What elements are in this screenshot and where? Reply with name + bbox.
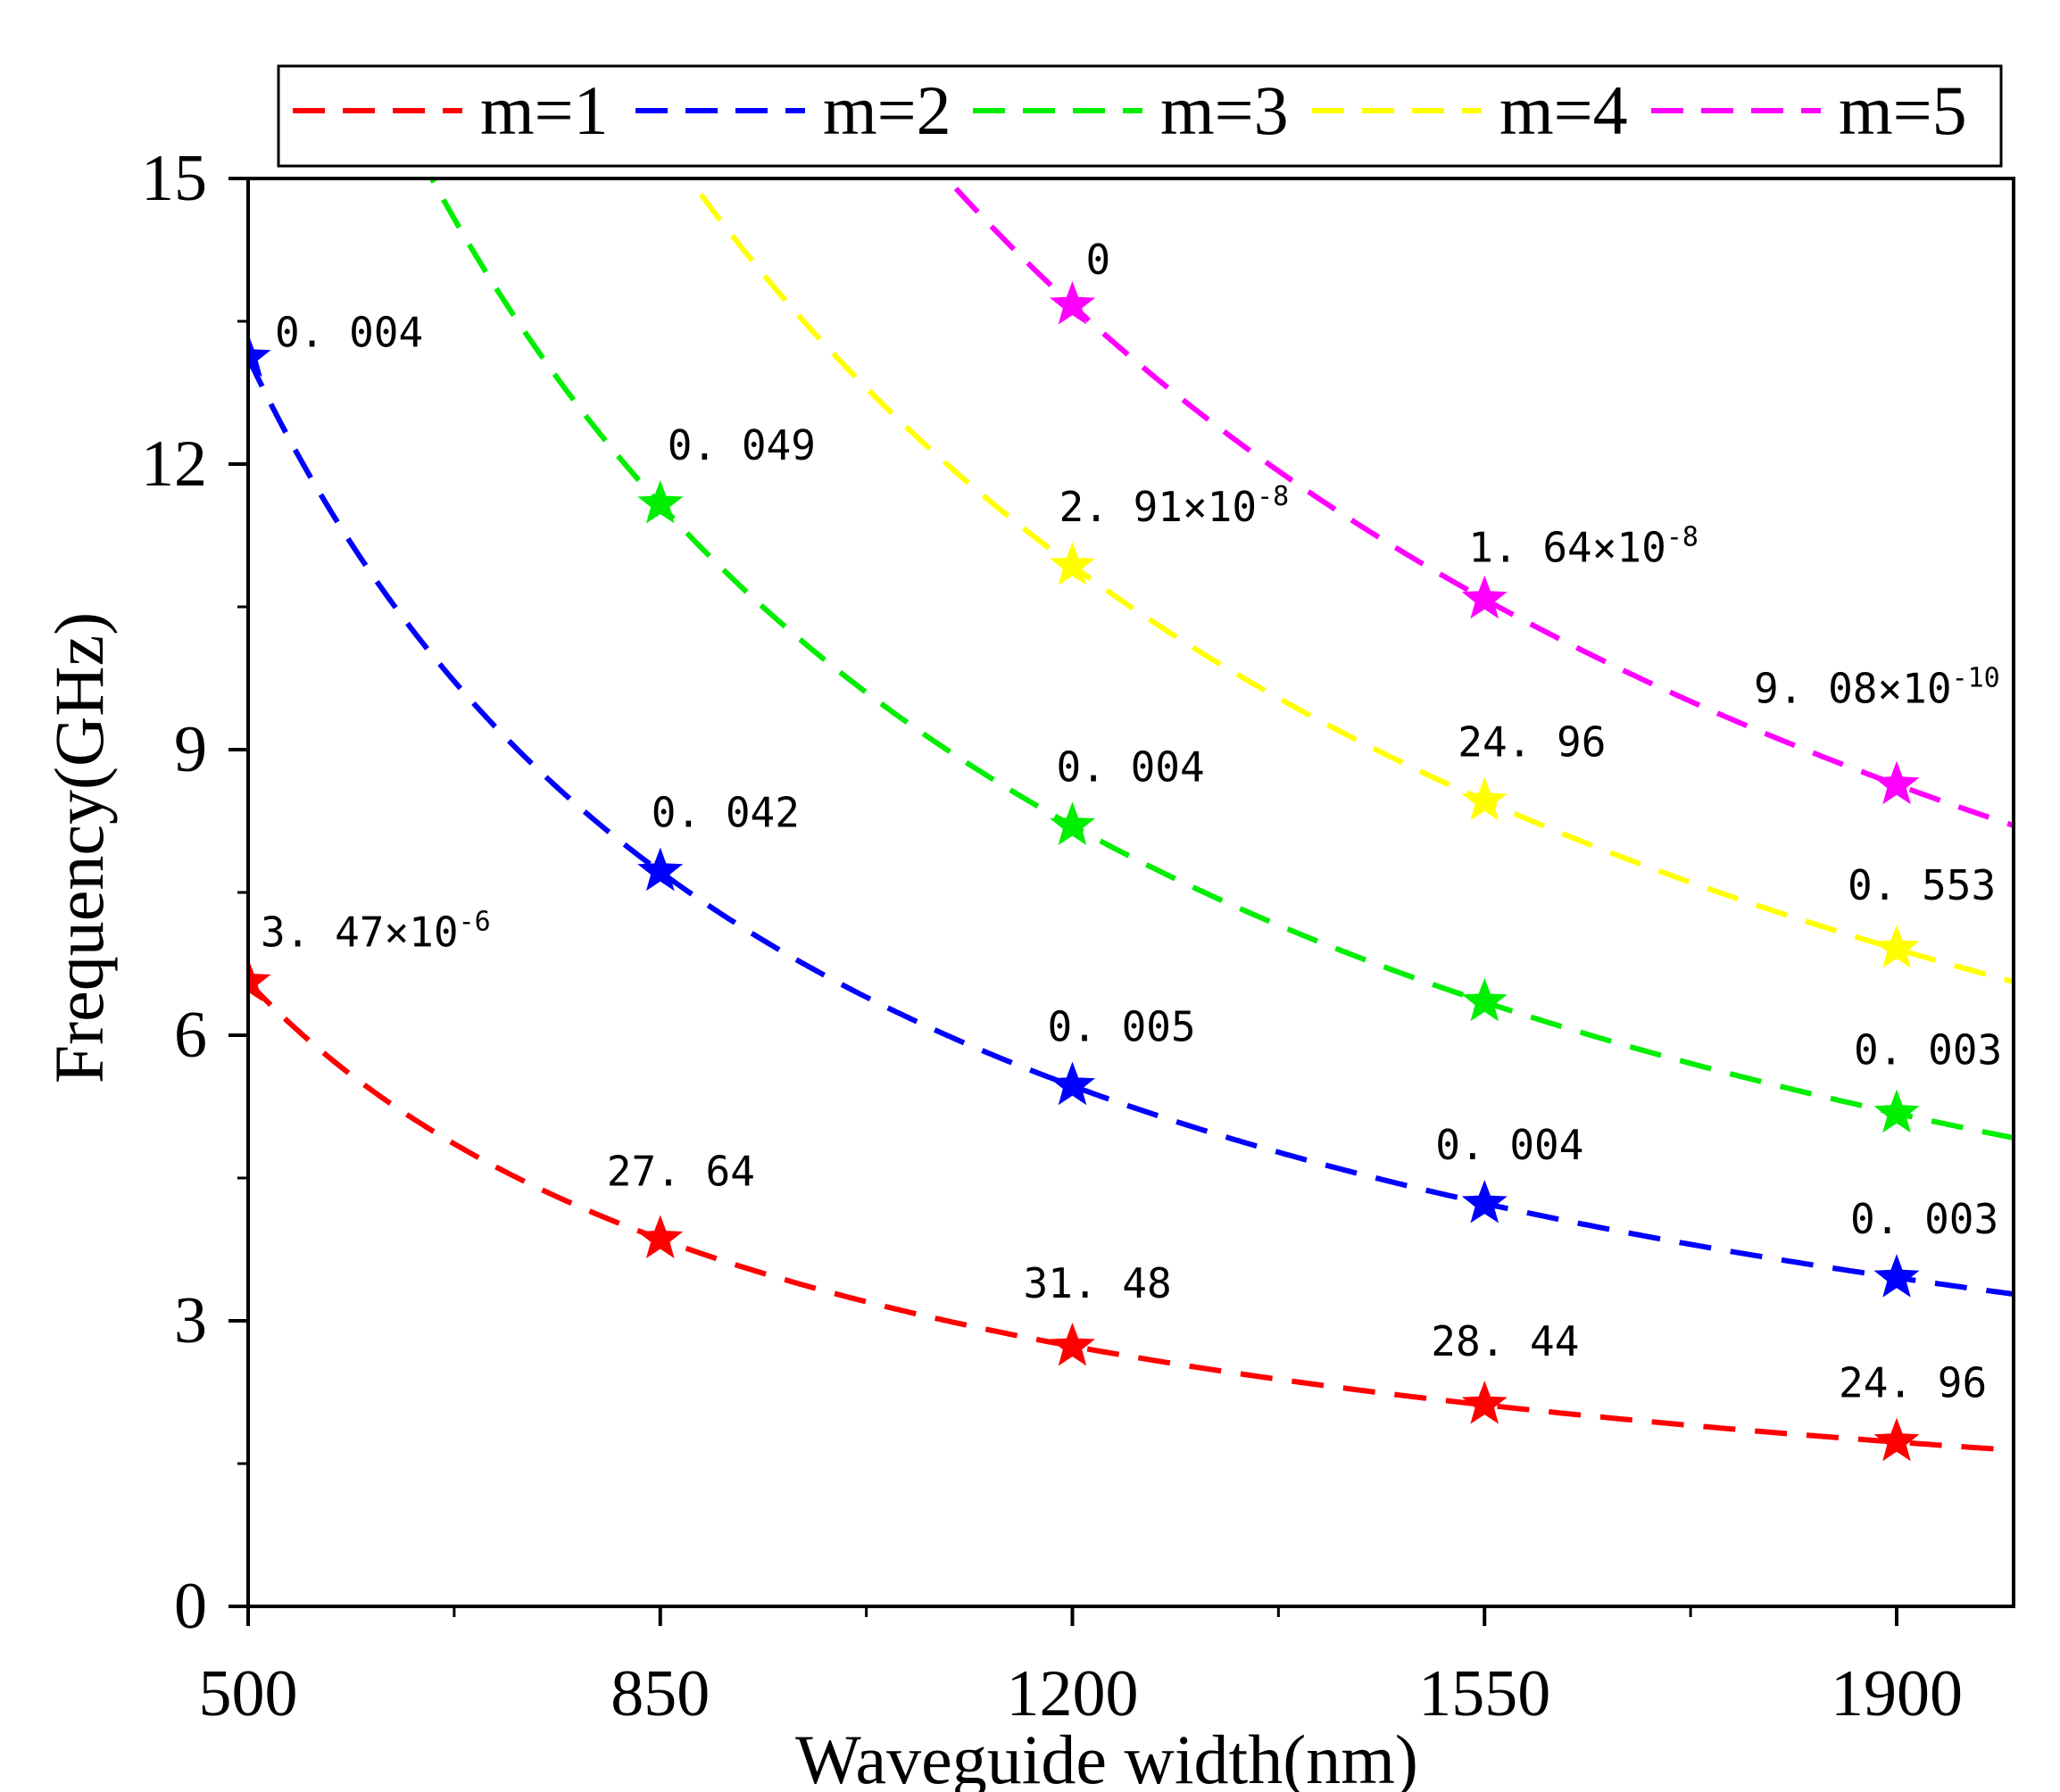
- x-tick-label: 1900: [1831, 1657, 1963, 1730]
- series-m3: [428, 177, 2014, 1141]
- data-point-marker: [1049, 542, 1096, 585]
- x-tick-label: 500: [199, 1657, 298, 1730]
- series-line: [941, 177, 2014, 828]
- series-m5: [941, 177, 2014, 828]
- data-point-label: 0. 004: [1057, 743, 1205, 791]
- y-axis: 0 3 6 9 12 15: [141, 142, 248, 1643]
- y-tick-label: 3: [174, 1284, 207, 1357]
- data-point-marker: [248, 333, 271, 377]
- data-point-label: 24. 96: [1458, 718, 1606, 767]
- data-point-marker: [637, 1215, 684, 1259]
- series-m1: [248, 958, 2014, 1462]
- data-point-marker: [1049, 281, 1096, 325]
- data-point-marker: [248, 958, 271, 1002]
- legend-label: m=2: [823, 71, 951, 149]
- legend-frame: [277, 64, 2003, 168]
- data-point-marker: [1873, 1089, 1920, 1133]
- x-axis-title: Waveguide width(nm): [795, 1721, 1418, 1792]
- x-tick-label: 850: [611, 1657, 710, 1730]
- legend-label: m=4: [1499, 71, 1628, 149]
- data-point-label: 0. 042: [652, 789, 800, 837]
- y-tick-label: 9: [174, 713, 207, 786]
- data-point-marker: [1049, 1061, 1096, 1106]
- legend-label: m=1: [480, 71, 609, 149]
- data-point-marker: [637, 847, 684, 892]
- data-point-label: 3. 47×10-6: [261, 906, 491, 956]
- y-tick-label: 15: [141, 142, 207, 215]
- y-tick-label: 6: [174, 999, 207, 1072]
- data-point-label: 31. 48: [1024, 1259, 1172, 1307]
- data-point-label: 27. 64: [607, 1147, 755, 1195]
- x-tick-label: 1550: [1418, 1657, 1550, 1730]
- legend-label: m=3: [1160, 71, 1289, 149]
- data-point-label: 24. 96: [1839, 1358, 1987, 1406]
- series-line: [685, 177, 2014, 984]
- y-tick-label: 0: [174, 1570, 207, 1643]
- data-point-marker: [1049, 801, 1096, 846]
- series-m2: [248, 333, 2014, 1298]
- data-point-label: 2. 91×10-8: [1059, 481, 1290, 531]
- legend-label: m=5: [1839, 71, 1967, 149]
- x-axis: 500 850 1200 1550 1900: [199, 1606, 1963, 1730]
- data-point-label: 0. 003: [1854, 1025, 2002, 1074]
- data-point-marker: [1461, 977, 1508, 1022]
- x-tick-label: 1200: [1007, 1657, 1139, 1730]
- series-line: [248, 980, 2014, 1453]
- y-axis-title: Frequency(GHz): [40, 612, 118, 1083]
- plot-frame: [246, 177, 2015, 1608]
- series-line: [248, 356, 2014, 1297]
- data-point-marker: [1461, 1381, 1508, 1424]
- data-point-label: 0. 049: [668, 421, 816, 469]
- data-point-label: 1. 64×10-8: [1468, 521, 1699, 571]
- data-point-marker: [1873, 1254, 1920, 1298]
- legend: m=1 m=2 m=3 m=4 m=5: [277, 64, 2003, 168]
- data-point-label: 0. 004: [275, 309, 423, 357]
- data-point-marker: [1873, 760, 1920, 805]
- data-point-label: 9. 08×10-10: [1754, 662, 2000, 712]
- data-point-label: 0. 004: [1435, 1121, 1583, 1169]
- y-tick-label: 12: [141, 427, 207, 501]
- data-point-marker: [1049, 1322, 1096, 1366]
- data-point-label: 0. 553: [1848, 861, 1996, 909]
- data-point-marker: [1461, 1179, 1508, 1224]
- data-point-marker: [1873, 1417, 1920, 1462]
- data-point-label: 0. 005: [1048, 1003, 1196, 1051]
- data-point-label: 0: [1086, 236, 1111, 284]
- data-point-marker: [1873, 925, 1920, 968]
- data-point-marker: [637, 479, 684, 524]
- data-point-marker: [1461, 575, 1508, 619]
- data-point-label: 28. 44: [1431, 1317, 1579, 1365]
- data-point-label: 0. 003: [1850, 1195, 1998, 1243]
- series-line: [428, 177, 2014, 1141]
- series-m4: [685, 177, 2014, 984]
- data-point-marker: [1461, 776, 1508, 821]
